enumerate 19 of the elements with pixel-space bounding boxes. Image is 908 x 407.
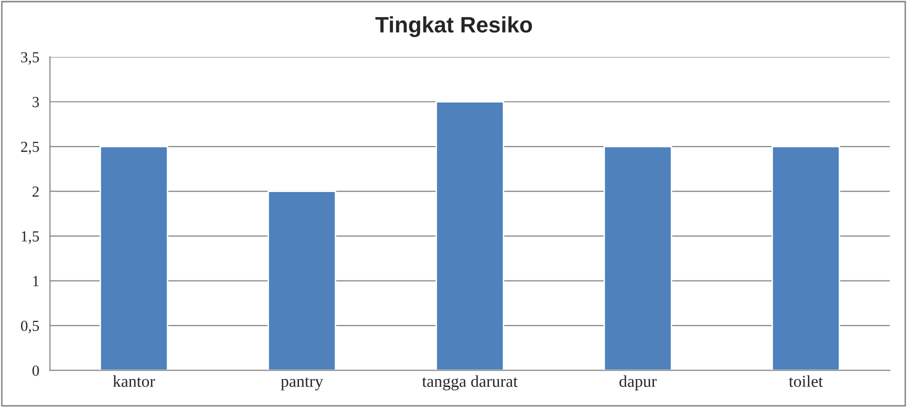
y-tick-label: 3,5 — [21, 52, 39, 65]
bar — [100, 146, 168, 370]
y-tick-label: 1,5 — [22, 231, 39, 244]
x-tick-label: pantry — [280, 377, 324, 390]
bar — [268, 190, 336, 370]
chart-title: Tingkat Resiko — [375, 16, 532, 38]
x-tick-label: dapur — [620, 375, 657, 390]
x-tick-label: kantor — [112, 375, 156, 387]
bar — [772, 146, 840, 370]
x-tick-label: toilet — [788, 375, 823, 387]
y-tick-label: 0,5 — [21, 320, 39, 334]
bar — [436, 101, 504, 370]
bar — [604, 146, 672, 370]
y-tick-label: 2 — [32, 186, 39, 197]
x-tick-label: tangga darurat — [422, 375, 518, 390]
y-tick-label: 1 — [33, 276, 39, 286]
y-tick-label: 0 — [32, 366, 39, 376]
y-tick-label: 2,5 — [21, 142, 39, 154]
y-tick-label: 3 — [32, 96, 39, 108]
